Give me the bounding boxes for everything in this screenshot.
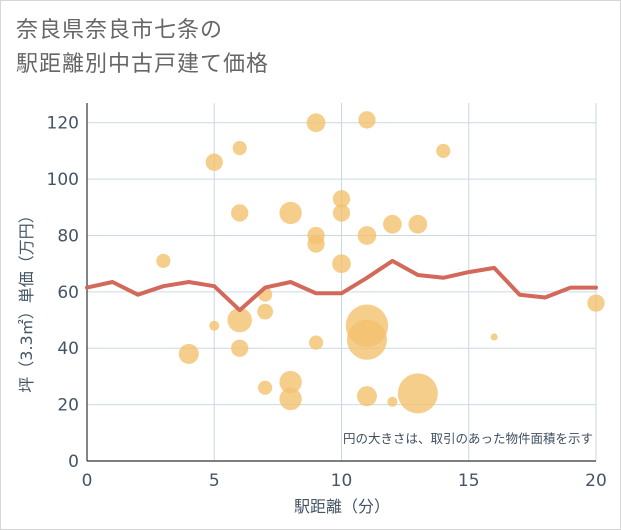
x-tick-label-1: 5 — [209, 471, 220, 491]
bubble-point-18 — [332, 190, 351, 208]
bubble-point-29 — [397, 373, 438, 414]
y-tick-label-6: 120 — [47, 114, 79, 134]
bubble-point-3 — [209, 320, 220, 331]
bubble-point-24 — [346, 319, 387, 360]
bubble-point-4 — [232, 141, 247, 156]
bubble-point-22 — [357, 226, 377, 245]
bubble-point-26 — [383, 214, 402, 234]
bubble-point-20 — [332, 254, 351, 274]
bubble-point-32 — [587, 294, 605, 312]
y-tick-label-1: 20 — [57, 396, 79, 416]
bubble-point-2 — [205, 153, 223, 171]
bubble-point-28 — [408, 214, 428, 234]
y-tick-label-0: 0 — [68, 452, 79, 472]
y-tick-label-4: 80 — [57, 226, 79, 246]
bubble-point-7 — [231, 339, 249, 357]
x-tick-label-3: 15 — [458, 471, 480, 491]
bubble-point-13 — [279, 387, 302, 411]
bubbles — [156, 111, 605, 414]
chart-title-line-2: 駅距離別中古戸建て価格 — [16, 52, 270, 77]
bubble-point-12 — [279, 370, 302, 394]
tick-labels: 0 5 10 15 20 0 20 40 60 80 100 120 — [47, 114, 607, 491]
x-tick-label-4: 20 — [585, 471, 607, 491]
bubble-point-6 — [227, 307, 252, 333]
bubble-point-11 — [279, 201, 302, 225]
grid — [86, 103, 597, 462]
x-tick-label-0: 0 — [82, 471, 93, 491]
y-tick-label-2: 40 — [57, 339, 79, 359]
bubble-point-19 — [332, 204, 351, 222]
bubble-point-21 — [358, 111, 376, 129]
bubble-point-17 — [308, 335, 324, 350]
y-tick-label-3: 60 — [57, 283, 79, 303]
average-line — [85, 258, 598, 313]
bubble-point-0 — [156, 253, 171, 268]
bubble-point-30 — [436, 143, 451, 158]
bubble-point-10 — [258, 380, 273, 395]
y-axis-label: 坪（3.3㎡）単価（万円） — [17, 207, 36, 392]
bubble-point-5 — [231, 204, 249, 222]
chart-title-line-1: 奈良県奈良市七条の — [16, 18, 224, 43]
y-tick-label-5: 100 — [47, 170, 79, 190]
x-tick-label-2: 10 — [331, 471, 353, 491]
bubble-point-25 — [356, 386, 377, 407]
bubble-point-31 — [490, 333, 498, 341]
x-axis-label: 駅距離（分） — [294, 497, 390, 516]
bubble-point-9 — [257, 303, 274, 320]
average-price-line — [85, 258, 598, 313]
chart-title: 奈良県奈良市七条の 駅距離別中古戸建て価格 — [16, 14, 269, 82]
bubble-point-1 — [178, 343, 199, 364]
size-annotation: 円の大きさは、取引のあった物件面積を示す — [343, 431, 593, 446]
bubble-point-16 — [307, 235, 325, 253]
bubble-point-14 — [306, 113, 326, 133]
bubble-point-27 — [387, 396, 398, 407]
